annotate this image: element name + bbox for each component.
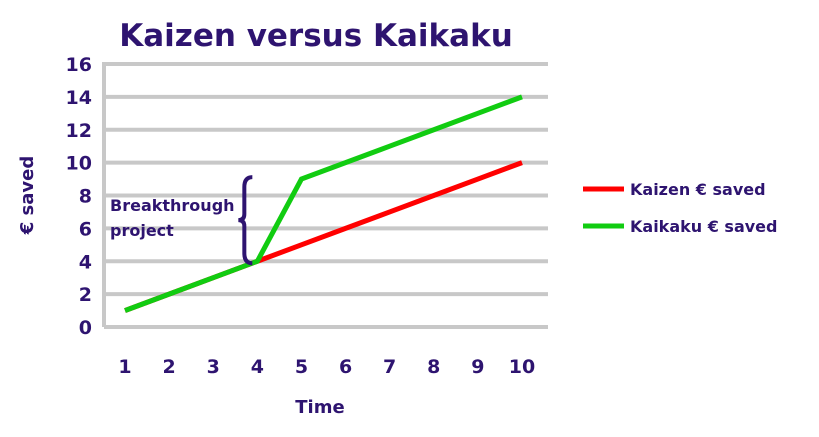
x-tick-label: 7 — [383, 356, 396, 378]
annotation-text: Breakthrough — [110, 196, 235, 215]
y-tick-label: 2 — [79, 284, 92, 306]
x-tick-label: 9 — [471, 356, 484, 378]
breakthrough-annotation: Breakthrough project — [110, 175, 253, 266]
x-tick-labels: 1 2 3 4 5 6 7 8 9 10 — [118, 356, 535, 378]
x-tick-label: 3 — [207, 356, 220, 378]
y-tick-label: 10 — [66, 153, 92, 175]
y-tick-label: 14 — [66, 87, 92, 109]
y-tick-label: 6 — [79, 218, 92, 240]
y-tick-label: 16 — [66, 54, 92, 76]
series-line-kaikaku-saved — [124, 94, 523, 313]
series-lines — [124, 94, 523, 313]
x-tick-label: 5 — [295, 356, 308, 378]
legend: Kaizen € saved Kaikaku € saved — [583, 180, 777, 236]
y-tick-label: 8 — [79, 186, 92, 208]
y-tick-label: 4 — [79, 251, 92, 273]
chart-title: Kaizen versus Kaikaku — [119, 18, 513, 54]
grid-lines — [102, 62, 548, 329]
x-axis-label: Time — [295, 397, 344, 418]
y-tick-label: 12 — [66, 120, 92, 142]
x-tick-label: 8 — [427, 356, 440, 378]
x-tick-label: 1 — [118, 356, 131, 378]
x-tick-label: 6 — [339, 356, 352, 378]
y-tick-label: 0 — [79, 317, 92, 339]
x-tick-label: 2 — [162, 356, 175, 378]
annotation-text: project — [110, 221, 174, 240]
legend-label: Kaikaku € saved — [630, 217, 777, 236]
legend-label: Kaizen € saved — [630, 180, 766, 199]
curly-brace — [238, 175, 253, 266]
y-tick-labels: 0 2 4 6 8 10 12 14 16 — [66, 54, 92, 339]
x-tick-label: 4 — [251, 356, 264, 378]
x-tick-label: 10 — [509, 356, 535, 378]
y-axis-label: € saved — [17, 156, 38, 235]
